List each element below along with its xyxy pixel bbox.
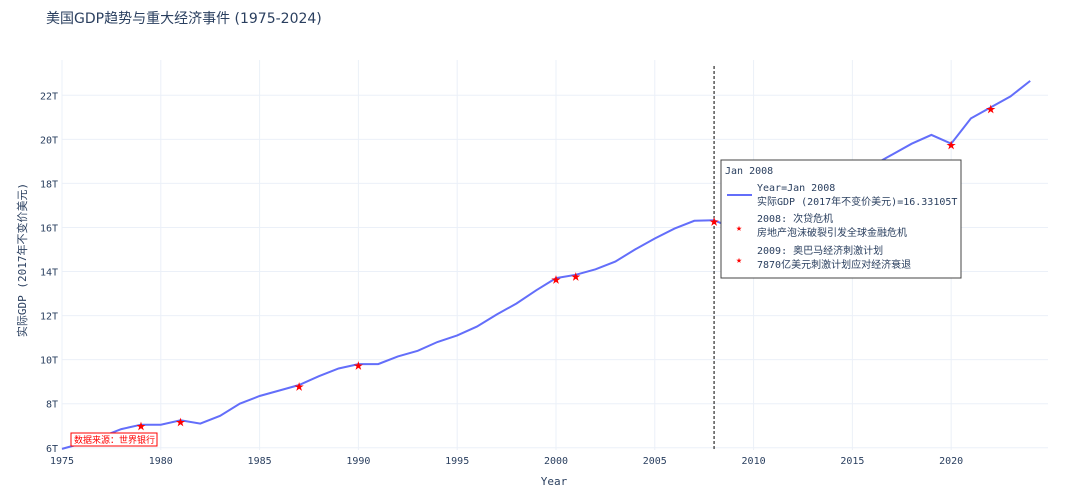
hover-tooltip: Jan 2008 Year=Jan 2008 实际GDP (2017年不变价美元… (720, 159, 962, 279)
x-tick-label: 1995 (445, 456, 469, 467)
x-tick-label: 1985 (248, 456, 272, 467)
y-axis-ticks: 6T 8T 10T 12T 14T 16T 18T 20T 22T (40, 91, 58, 455)
event-marker[interactable]: ★ (294, 376, 304, 396)
x-tick-label: 2010 (742, 456, 766, 467)
x-tick-label: 2005 (643, 456, 667, 467)
event-marker[interactable]: ★ (709, 211, 719, 231)
x-axis-title: Year (541, 475, 568, 488)
y-tick-label: 6T (46, 444, 58, 455)
hover-tooltip-box (720, 159, 962, 279)
y-tick-label: 22T (40, 91, 58, 102)
event-marker[interactable]: ★ (946, 135, 956, 155)
source-note-border (70, 432, 158, 447)
hover-event2-title: 2009: 奥巴马经济刺激计划 (757, 244, 883, 257)
y-tick-label: 16T (40, 223, 58, 234)
source-note-text: 数据来源：世界银行 (74, 434, 155, 446)
y-tick-label: 8T (46, 400, 58, 411)
grid (61, 60, 1048, 450)
y-tick-label: 12T (40, 312, 58, 323)
event-marker[interactable]: ★ (136, 416, 146, 436)
hover-event1-title: 2008: 次贷危机 (757, 212, 833, 225)
x-tick-label: 2015 (840, 456, 864, 467)
hover-value: 实际GDP (2017年不变价美元)=16.33105T (757, 195, 957, 208)
event-marker[interactable]: ★ (986, 98, 996, 118)
source-note: 数据来源：世界银行 (70, 432, 158, 447)
hover-event1-desc: 房地产泡沫破裂引发全球金融危机 (757, 226, 907, 239)
hover-event2-desc: 7870亿美元刺激计划应对经济衰退 (757, 258, 911, 271)
x-tick-label: 1975 (50, 456, 74, 467)
y-tick-label: 10T (40, 356, 58, 367)
event-marker[interactable]: ★ (551, 269, 561, 289)
chart-title: 美国GDP趋势与重大经济事件 (1975-2024) (46, 11, 322, 27)
event-marker[interactable]: ★ (175, 411, 185, 431)
y-tick-label: 20T (40, 135, 58, 146)
hover-star-2: ★ (736, 255, 742, 266)
hover-star-1: ★ (736, 223, 742, 234)
y-tick-label: 14T (40, 268, 58, 279)
hover-header: Jan 2008 (725, 166, 773, 177)
hover-year: Year=Jan 2008 (757, 183, 835, 194)
y-axis-title: 实际GDP (2017年不变价美元) (15, 183, 29, 337)
event-marker[interactable]: ★ (353, 355, 363, 375)
x-axis-ticks: 1975 1980 1985 1990 1995 2000 2005 2010 2015 2020 (50, 456, 963, 467)
x-tick-label: 2000 (544, 456, 568, 467)
y-tick-label: 18T (40, 179, 58, 190)
x-tick-label: 1980 (149, 456, 173, 467)
x-tick-label: 2020 (939, 456, 963, 467)
x-tick-label: 1990 (346, 456, 370, 467)
event-marker[interactable]: ★ (571, 266, 581, 286)
